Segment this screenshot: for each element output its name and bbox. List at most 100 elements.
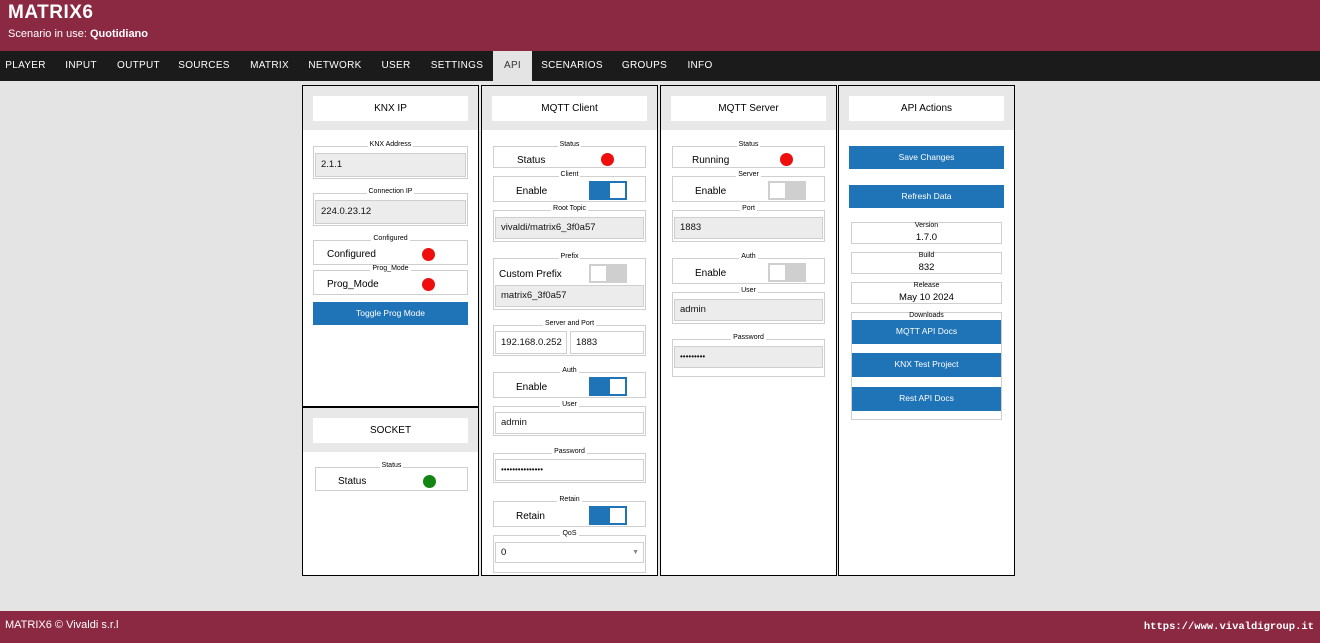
- mqtt-server-panel-title: MQTT Server: [671, 96, 826, 121]
- build-value: 832: [918, 262, 935, 273]
- knx-configured-group: Configured Configured: [313, 235, 468, 265]
- release-box: Release May 10 2024: [851, 282, 1002, 304]
- api-actions-panel: API Actions Save Changes Refresh Data Ve…: [838, 85, 1015, 576]
- mqtt-client-auth-toggle[interactable]: [589, 377, 627, 396]
- tab-info[interactable]: INFO: [687, 60, 713, 71]
- release-value: May 10 2024: [899, 292, 954, 303]
- app-title: MATRIX6: [8, 2, 94, 23]
- tab-scenarios[interactable]: SCENARIOS: [541, 60, 603, 71]
- chevron-down-icon: ▼: [632, 549, 639, 556]
- knx-configured-label: Configured: [371, 235, 410, 242]
- tab-api[interactable]: API: [493, 51, 532, 81]
- mqtt-server-enable-text: Enable: [695, 186, 727, 197]
- mqtt-server-password-label: Password: [731, 334, 766, 341]
- mqtt-server-user-label: User: [739, 287, 758, 294]
- mqtt-client-enable-label: Client: [558, 171, 581, 178]
- knx-address-group: KNX Address 2.1.1: [313, 141, 468, 179]
- mqtt-prefix-input[interactable]: matrix6_3f0a57: [495, 285, 644, 307]
- socket-status-text: Status: [338, 476, 367, 487]
- mqtt-client-user-group: User admin: [493, 401, 646, 436]
- mqtt-client-user-label: User: [560, 401, 579, 408]
- toggle-prog-mode-button[interactable]: Toggle Prog Mode: [313, 302, 468, 325]
- tab-network[interactable]: NETWORK: [308, 60, 362, 71]
- knx-address-label: KNX Address: [367, 141, 414, 148]
- knx-configured-status-icon: [422, 248, 435, 261]
- mqtt-retain-toggle[interactable]: [589, 506, 627, 525]
- knx-address-input[interactable]: 2.1.1: [315, 153, 466, 177]
- mqtt-server-panel: MQTT Server Status Running Server Enable…: [660, 85, 837, 576]
- tab-output[interactable]: OUTPUT: [117, 60, 160, 71]
- mqtt-port-input[interactable]: 1883: [570, 331, 644, 354]
- tab-matrix[interactable]: MATRIX: [250, 60, 289, 71]
- mqtt-client-panel: MQTT Client Status Status Client Enable …: [481, 85, 658, 576]
- save-changes-button[interactable]: Save Changes: [849, 146, 1004, 169]
- mqtt-server-enable-toggle[interactable]: [768, 181, 806, 200]
- scenario-label: Scenario in use:: [8, 28, 87, 40]
- mqtt-qos-value: 0: [501, 547, 507, 558]
- knx-ip-group: Connection IP 224.0.23.12: [313, 188, 468, 226]
- refresh-data-button[interactable]: Refresh Data: [849, 185, 1004, 208]
- mqtt-server-port-input[interactable]: 1883: [674, 217, 823, 239]
- mqtt-server-auth-toggle[interactable]: [768, 263, 806, 282]
- downloads-box: Downloads MQTT API Docs KNX Test Project…: [851, 312, 1002, 420]
- mqtt-retain-text: Retain: [516, 511, 545, 522]
- version-box: Version 1.7.0: [851, 222, 1002, 244]
- mqtt-server-enable-label: Server: [736, 171, 761, 178]
- mqtt-client-enable-text: Enable: [516, 186, 548, 197]
- mqtt-server-status-group: Status Running: [672, 141, 825, 168]
- tab-input[interactable]: INPUT: [65, 60, 97, 71]
- mqtt-custom-prefix-text: Custom Prefix: [499, 269, 562, 280]
- mqtt-server-port-group: Port 1883: [672, 205, 825, 242]
- mqtt-qos-group: QoS 0 ▼: [493, 530, 646, 573]
- version-label: Version: [914, 222, 939, 229]
- tab-user[interactable]: USER: [381, 60, 411, 71]
- mqtt-server-port-group: Server and Port 192.168.0.252 1883: [493, 320, 646, 356]
- mqtt-server-enable-group: Server Enable: [672, 171, 825, 202]
- website-link[interactable]: https://www.vivaldigroup.it: [1143, 621, 1314, 633]
- mqtt-client-status-group: Status Status: [493, 141, 646, 168]
- socket-status-group: Status Status: [315, 462, 468, 491]
- mqtt-root-topic-input[interactable]: vivaldi/matrix6_3f0a57: [495, 217, 644, 239]
- mqtt-qos-select[interactable]: 0 ▼: [495, 542, 644, 563]
- mqtt-server-password-input[interactable]: •••••••••: [674, 346, 823, 368]
- version-value: 1.7.0: [915, 232, 938, 243]
- mqtt-root-topic-label: Root Topic: [551, 205, 588, 212]
- app-header: MATRIX6 Scenario in use: Quotidiano: [0, 0, 1320, 51]
- mqtt-server-password-group: Password •••••••••: [672, 334, 825, 377]
- knx-ip-label: Connection IP: [366, 188, 415, 195]
- mqtt-server-status-icon: [780, 153, 793, 166]
- tab-player[interactable]: PLAYER: [5, 60, 46, 71]
- mqtt-server-user-group: User admin: [672, 287, 825, 324]
- mqtt-retain-label: Retain: [557, 496, 582, 503]
- tab-settings[interactable]: SETTINGS: [430, 60, 484, 71]
- mqtt-client-password-input[interactable]: •••••••••••••••: [495, 459, 644, 481]
- knx-panel-title: KNX IP: [313, 96, 468, 121]
- mqtt-server-port-label: Port: [740, 205, 757, 212]
- mqtt-client-auth-text: Enable: [516, 382, 548, 393]
- knx-prog-text: Prog_Mode: [327, 279, 379, 290]
- mqtt-custom-prefix-toggle[interactable]: [589, 264, 627, 283]
- downloads-label: Downloads: [909, 312, 944, 319]
- mqtt-server-input[interactable]: 192.168.0.252: [495, 331, 567, 354]
- mqtt-server-auth-label: Auth: [739, 253, 758, 260]
- api-actions-panel-title: API Actions: [849, 96, 1004, 121]
- scenario-indicator: Scenario in use: Quotidiano: [8, 28, 148, 40]
- knx-test-project-button[interactable]: KNX Test Project: [852, 353, 1001, 377]
- mqtt-client-password-group: Password •••••••••••••••: [493, 448, 646, 483]
- tab-sources[interactable]: SOURCES: [178, 60, 230, 71]
- knx-panel: KNX IP KNX Address 2.1.1 Connection IP 2…: [302, 85, 479, 407]
- mqtt-client-enable-toggle[interactable]: [589, 181, 627, 200]
- knx-prog-status-icon: [422, 278, 435, 291]
- mqtt-client-enable-group: Client Enable: [493, 171, 646, 202]
- mqtt-client-auth-group: Auth Enable: [493, 367, 646, 398]
- mqtt-client-user-input[interactable]: admin: [495, 412, 644, 434]
- mqtt-retain-group: Retain Retain: [493, 496, 646, 527]
- rest-api-docs-button[interactable]: Rest API Docs: [852, 387, 1001, 411]
- mqtt-server-auth-text: Enable: [695, 268, 727, 279]
- tab-groups[interactable]: GROUPS: [621, 60, 668, 71]
- mqtt-server-status-text: Running: [692, 155, 730, 166]
- knx-prog-label: Prog_Mode: [370, 265, 411, 272]
- mqtt-server-user-input[interactable]: admin: [674, 299, 823, 321]
- knx-ip-input[interactable]: 224.0.23.12: [315, 200, 466, 224]
- mqtt-api-docs-button[interactable]: MQTT API Docs: [852, 320, 1001, 344]
